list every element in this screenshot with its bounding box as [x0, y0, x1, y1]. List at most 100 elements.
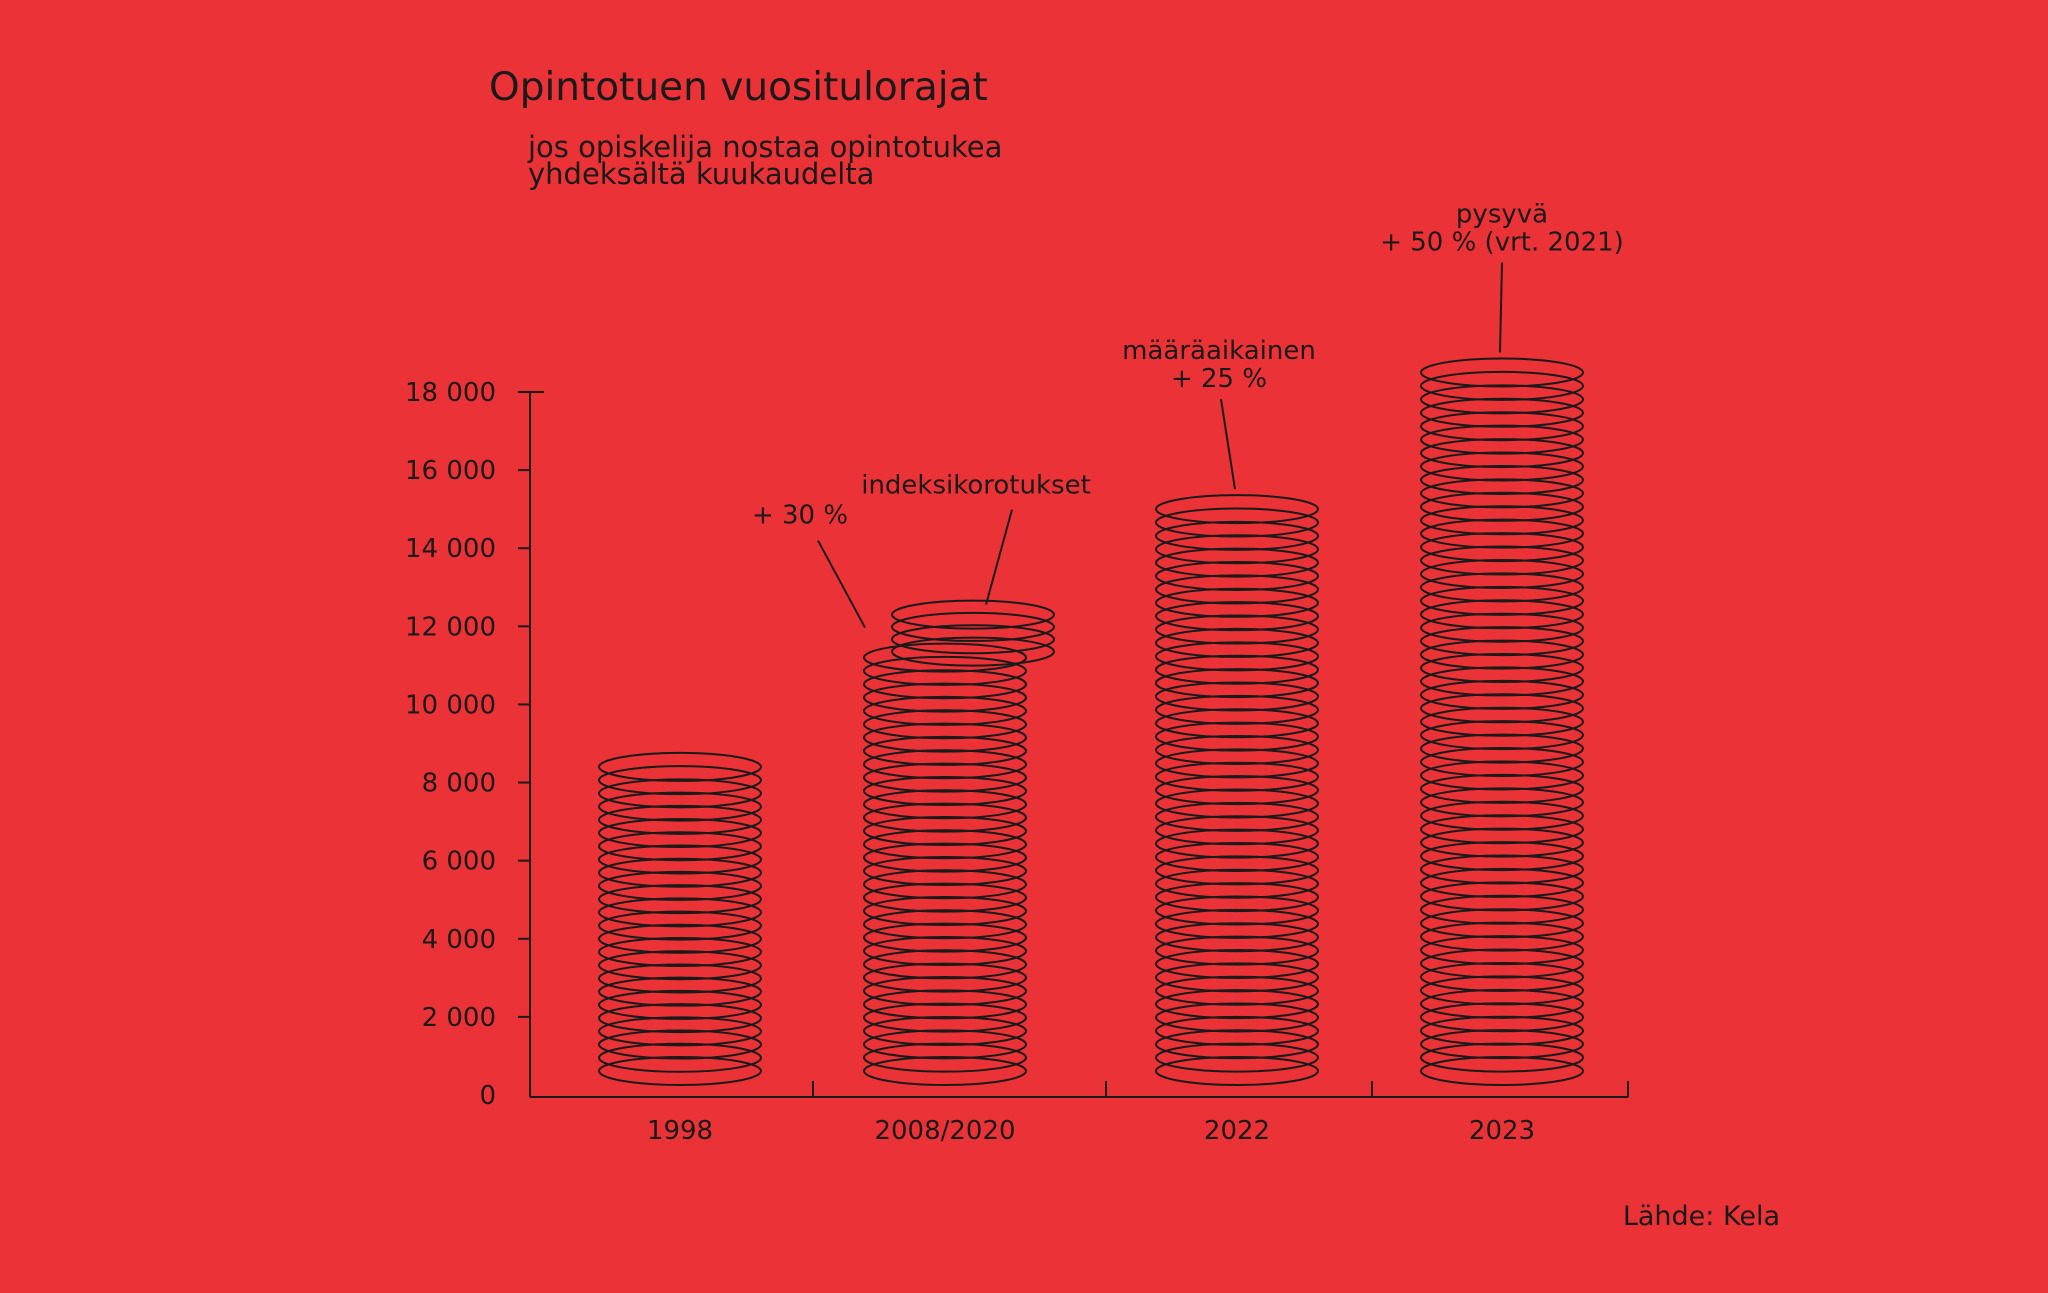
axes: 0 2 000 4 000 6 000 8 000 10 000 12 000 14 000 1… — [405, 378, 1629, 1146]
coin — [598, 1042, 762, 1073]
coin — [1420, 505, 1584, 536]
coin — [863, 962, 1027, 993]
coin — [1420, 720, 1584, 751]
coin — [1155, 708, 1319, 739]
y-tick-label: 0 — [479, 1081, 496, 1111]
coin — [598, 857, 762, 888]
coin — [1155, 614, 1319, 645]
coin — [1420, 679, 1584, 710]
coin — [1155, 989, 1319, 1020]
coin-stack-2022 — [1155, 494, 1319, 1086]
annotation-leader-line — [1220, 399, 1236, 490]
coin — [598, 963, 762, 994]
coin — [1155, 494, 1319, 525]
coin — [598, 804, 762, 835]
coin — [1155, 547, 1319, 578]
x-tick-label: 2023 — [1469, 1116, 1535, 1146]
coin — [1420, 1042, 1584, 1073]
coin — [891, 599, 1055, 630]
coin — [598, 870, 762, 901]
coin — [1420, 1056, 1584, 1086]
chart-subtitle-line-1: jos opiskelija nostaa opintotukea — [527, 130, 1002, 164]
coin — [1420, 666, 1584, 697]
coin — [598, 844, 762, 875]
coin — [1155, 882, 1319, 913]
coin — [863, 842, 1027, 873]
coin — [598, 910, 762, 941]
coin — [1155, 815, 1319, 846]
coin — [1420, 532, 1584, 563]
coin — [1420, 1002, 1584, 1033]
coin — [1155, 775, 1319, 806]
coin — [598, 976, 762, 1007]
coin-stack-2023 — [1420, 357, 1584, 1086]
coin — [1420, 464, 1584, 495]
coin — [1420, 626, 1584, 657]
coin — [1155, 922, 1319, 953]
y-tick-label: 10 000 — [405, 690, 496, 720]
coin — [1155, 694, 1319, 725]
coin — [1420, 370, 1584, 401]
coin — [863, 642, 1027, 673]
coin — [1420, 1015, 1584, 1046]
coin — [863, 722, 1027, 753]
coin — [1155, 855, 1319, 886]
coin — [1155, 601, 1319, 632]
coin — [1420, 451, 1584, 482]
coin-stack-extra-2008-2020 — [891, 599, 1055, 667]
coin — [863, 989, 1027, 1020]
coin — [1420, 787, 1584, 818]
coin — [1155, 507, 1319, 538]
coin — [1155, 1056, 1319, 1086]
coin — [1155, 1042, 1319, 1073]
coin — [598, 897, 762, 928]
y-tick-label: 18 000 — [405, 378, 496, 408]
coin — [863, 882, 1027, 913]
coin — [1420, 988, 1584, 1019]
source-note: Lähde: Kela — [1623, 1201, 1780, 1232]
coin — [1155, 962, 1319, 993]
annotation-label: pysyvä — [1456, 199, 1548, 229]
coin — [863, 789, 1027, 820]
coin — [1420, 639, 1584, 670]
coin — [891, 624, 1055, 655]
coin — [598, 818, 762, 849]
coin — [863, 655, 1027, 686]
coin — [1155, 948, 1319, 979]
y-tick-label: 16 000 — [405, 456, 496, 486]
coin — [863, 949, 1027, 980]
coin — [1155, 908, 1319, 939]
coin — [1155, 668, 1319, 699]
coin — [891, 636, 1055, 667]
coin — [598, 778, 762, 809]
annotation-label: + 50 % (vrt. 2021) — [1380, 227, 1624, 257]
annotation-leader-line — [985, 509, 1013, 605]
coin — [1155, 868, 1319, 899]
coin — [863, 682, 1027, 713]
coin-stack-1998 — [598, 751, 762, 1086]
annotation-label: + 25 % — [1171, 364, 1267, 394]
coin — [598, 831, 762, 862]
coin — [1420, 921, 1584, 952]
coin — [598, 1029, 762, 1060]
coin — [1420, 747, 1584, 778]
chart-subtitle-line-2: yhdeksältä kuukaudelta — [528, 157, 874, 191]
coin — [598, 937, 762, 968]
coin-stack-2008-2020 — [863, 642, 1027, 1086]
coin — [863, 829, 1027, 860]
coin — [1420, 438, 1584, 469]
coin — [1420, 733, 1584, 764]
coin — [1420, 1029, 1584, 1060]
y-tick-label: 6 000 — [422, 847, 496, 877]
coin — [1420, 411, 1584, 442]
coin — [863, 895, 1027, 926]
coin — [1420, 841, 1584, 872]
coin — [598, 791, 762, 822]
annotations: + 30 % indeksikorotukset määräaikainen+ 25… — [752, 199, 1624, 629]
coin — [598, 751, 762, 782]
coin — [1155, 681, 1319, 712]
coin — [863, 669, 1027, 700]
coin — [863, 855, 1027, 886]
coin — [1420, 854, 1584, 885]
